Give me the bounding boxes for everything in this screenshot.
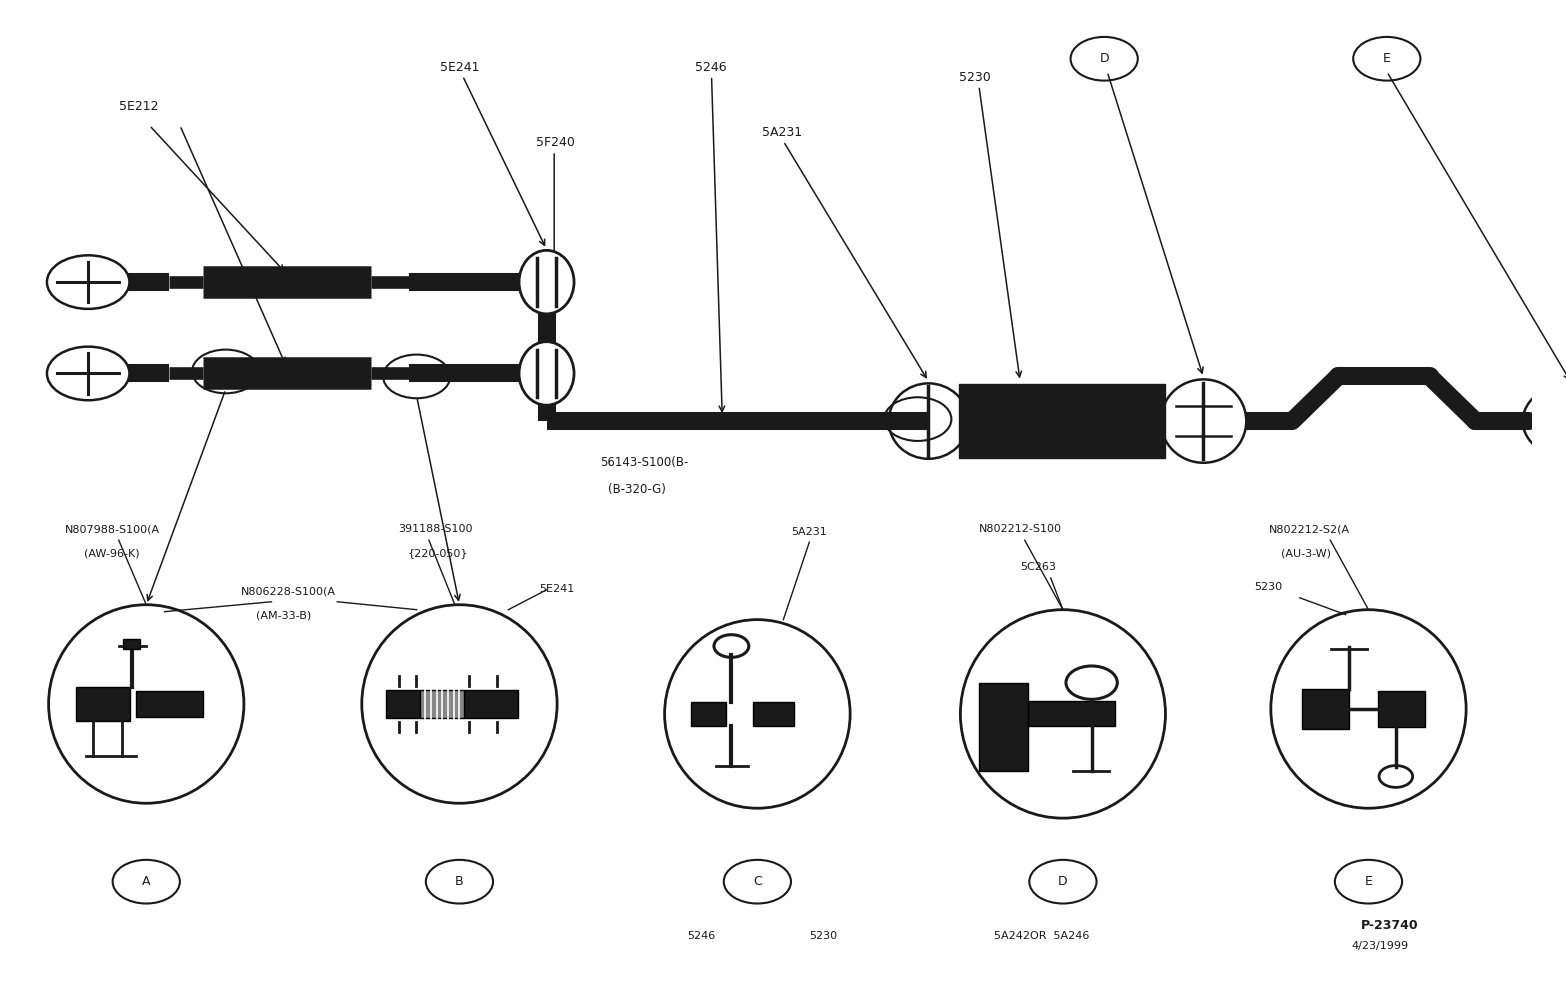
FancyBboxPatch shape (136, 691, 204, 717)
Text: N802212-S100: N802212-S100 (979, 525, 1062, 535)
Text: N802212-S2(A: N802212-S2(A (1268, 525, 1350, 535)
Text: C: C (913, 412, 922, 425)
Text: 5C263: 5C263 (1019, 562, 1055, 572)
Text: A: A (143, 875, 150, 888)
Text: 5246: 5246 (695, 61, 727, 74)
Text: D: D (1099, 52, 1109, 65)
Text: C: C (753, 875, 761, 888)
Text: {220-050}: {220-050} (407, 549, 468, 559)
Text: N807988-S100(A: N807988-S100(A (66, 525, 160, 535)
Text: (AM-33-B): (AM-33-B) (257, 611, 312, 621)
Text: 5246: 5246 (687, 931, 716, 941)
Text: A: A (221, 365, 230, 378)
Text: P-23740: P-23740 (1361, 919, 1419, 932)
FancyBboxPatch shape (979, 683, 1027, 771)
FancyBboxPatch shape (1027, 702, 1115, 727)
Text: B: B (456, 875, 464, 888)
Text: D: D (1059, 875, 1068, 888)
FancyBboxPatch shape (691, 702, 725, 726)
Text: 5E212: 5E212 (119, 100, 158, 113)
Text: 5230: 5230 (810, 931, 838, 941)
Text: (AU-3-W): (AU-3-W) (1281, 549, 1331, 559)
FancyBboxPatch shape (465, 690, 518, 718)
Text: 5230: 5230 (1254, 582, 1283, 592)
Ellipse shape (518, 341, 575, 405)
FancyBboxPatch shape (420, 690, 465, 718)
FancyBboxPatch shape (75, 687, 130, 721)
Text: 5A231: 5A231 (791, 528, 827, 538)
FancyBboxPatch shape (1301, 689, 1348, 729)
Text: 5E241: 5E241 (539, 584, 575, 594)
Ellipse shape (518, 250, 575, 314)
Text: B: B (412, 370, 421, 383)
Text: 5E241: 5E241 (440, 61, 479, 74)
Text: E: E (1364, 875, 1372, 888)
Text: 5A231: 5A231 (763, 126, 802, 139)
FancyBboxPatch shape (122, 640, 141, 650)
Text: 5A242OR  5A246: 5A242OR 5A246 (994, 931, 1090, 941)
Text: 4/23/1999: 4/23/1999 (1351, 941, 1409, 951)
Text: 5F240: 5F240 (536, 136, 575, 149)
Circle shape (47, 346, 130, 400)
Circle shape (47, 255, 130, 309)
Text: N806228-S100(A: N806228-S100(A (241, 587, 337, 597)
FancyBboxPatch shape (753, 702, 794, 726)
FancyBboxPatch shape (958, 383, 1165, 458)
Text: E: E (1383, 52, 1391, 65)
FancyBboxPatch shape (1538, 411, 1566, 433)
Text: (B-320-G): (B-320-G) (608, 482, 666, 495)
Text: (AW-96-K): (AW-96-K) (83, 549, 139, 559)
Text: 391188-S100: 391188-S100 (398, 525, 473, 535)
Text: 5230: 5230 (958, 71, 991, 84)
Text: 56143-S100(B-: 56143-S100(B- (600, 455, 689, 468)
FancyBboxPatch shape (1378, 691, 1425, 727)
FancyBboxPatch shape (387, 690, 420, 718)
